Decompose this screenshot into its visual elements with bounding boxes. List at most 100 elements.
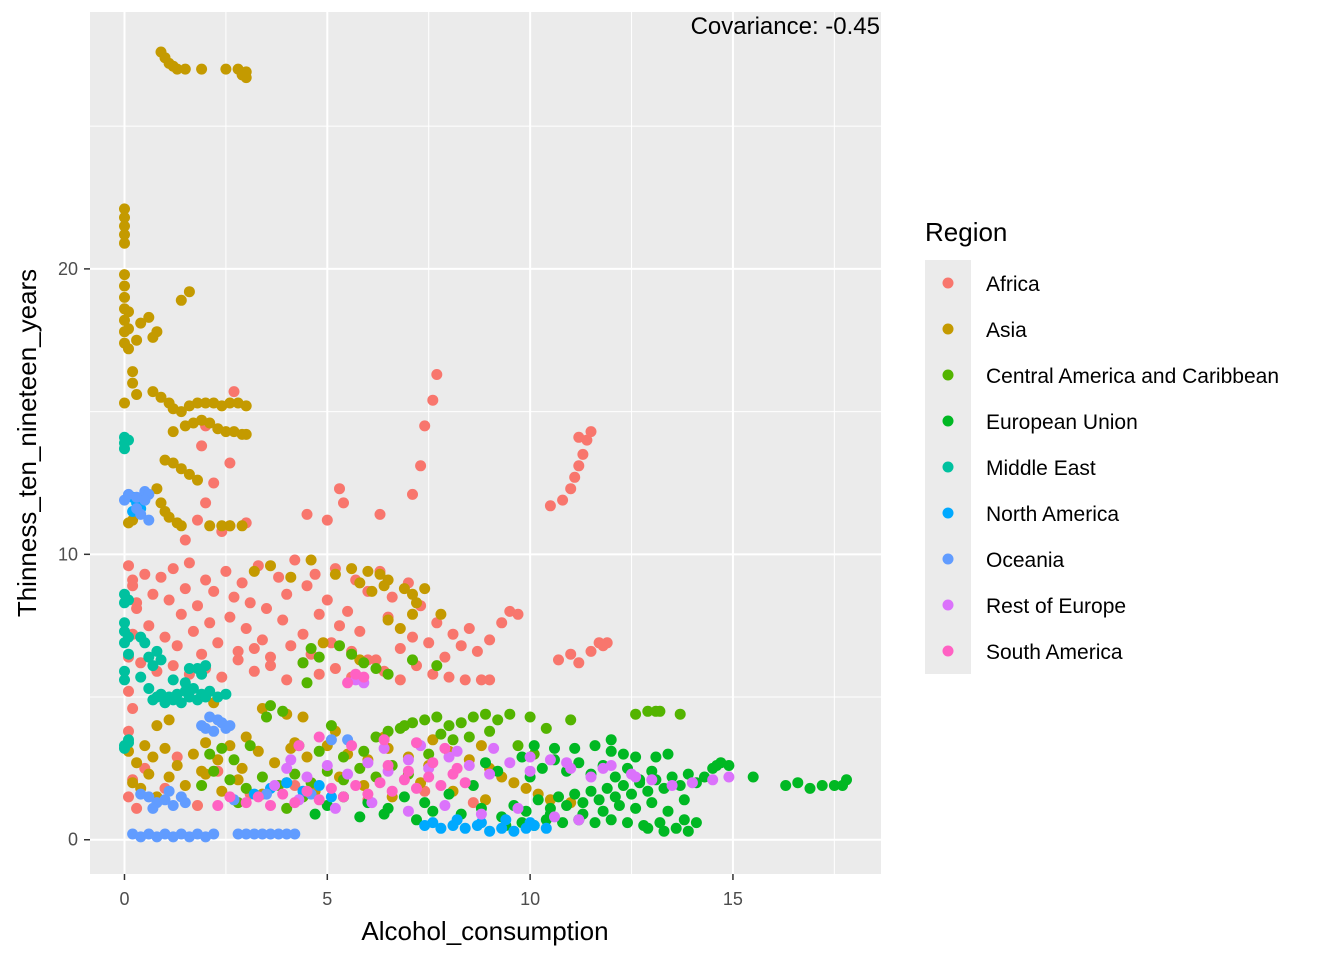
data-point <box>354 577 366 589</box>
data-point <box>248 665 260 677</box>
data-point <box>212 754 224 766</box>
data-point <box>386 785 398 797</box>
data-point <box>183 557 195 569</box>
data-point <box>557 817 569 829</box>
data-point <box>131 802 143 814</box>
data-point <box>561 757 573 769</box>
data-point <box>265 660 276 672</box>
data-point <box>281 588 293 600</box>
data-point <box>690 817 702 829</box>
data-point <box>313 794 325 806</box>
data-point <box>289 828 301 840</box>
data-point <box>313 780 325 791</box>
data-point <box>573 431 585 443</box>
data-point <box>544 500 556 512</box>
data-point <box>451 814 463 826</box>
data-point <box>329 802 341 814</box>
y-axis: 0 10 20 <box>58 259 90 850</box>
data-point <box>394 643 406 654</box>
data-point <box>496 822 508 834</box>
data-point <box>163 785 175 797</box>
data-point <box>658 825 670 837</box>
data-point <box>127 377 139 389</box>
data-point <box>224 611 236 623</box>
data-point <box>435 780 447 791</box>
data-point <box>512 608 524 620</box>
data-point <box>382 760 394 771</box>
legend-key <box>942 277 954 289</box>
data-point <box>455 640 467 652</box>
legend-key <box>942 553 954 565</box>
data-point <box>277 614 289 626</box>
data-point <box>471 645 483 657</box>
data-point <box>131 334 143 346</box>
data-point <box>119 229 130 241</box>
data-point <box>200 737 212 749</box>
data-point <box>467 711 479 723</box>
data-point <box>508 825 520 837</box>
legend-key <box>942 461 954 473</box>
data-point <box>317 637 329 649</box>
data-point <box>325 791 337 803</box>
data-point <box>443 788 455 800</box>
data-point <box>407 608 418 620</box>
data-point <box>220 63 232 75</box>
data-point <box>630 771 642 783</box>
data-point <box>662 805 674 817</box>
data-point <box>346 648 358 660</box>
data-point <box>338 791 349 803</box>
data-point <box>569 471 581 483</box>
data-point <box>585 426 597 438</box>
legend-label: Asia <box>986 319 1027 342</box>
data-point <box>447 628 459 640</box>
data-point <box>674 708 686 720</box>
x-tick-label: 10 <box>520 889 540 909</box>
data-point <box>577 797 589 809</box>
data-point <box>135 657 147 669</box>
data-point <box>597 762 609 774</box>
data-point <box>398 791 410 803</box>
data-point <box>354 762 366 774</box>
data-point <box>175 463 187 475</box>
data-point <box>248 565 260 577</box>
data-point <box>443 751 455 763</box>
data-point <box>147 386 159 398</box>
data-point <box>208 585 220 597</box>
data-point <box>573 657 585 669</box>
data-point <box>837 780 848 791</box>
legend-label: European Union <box>986 411 1138 434</box>
data-point <box>236 762 248 774</box>
legend-key <box>942 599 954 611</box>
data-point <box>325 720 337 732</box>
data-point <box>585 771 597 783</box>
data-point <box>484 768 496 780</box>
data-point <box>455 717 467 729</box>
data-point <box>601 782 613 794</box>
data-point <box>382 574 394 586</box>
data-point <box>354 811 366 823</box>
covariance-annotation: Covariance: -0.45 <box>691 13 880 40</box>
data-point <box>256 771 268 783</box>
data-point <box>334 483 345 495</box>
data-point <box>159 742 171 754</box>
data-point <box>500 814 512 826</box>
data-point <box>175 406 187 418</box>
data-point <box>187 748 199 760</box>
data-point <box>532 794 544 806</box>
data-point <box>630 751 642 763</box>
data-point <box>167 800 179 811</box>
data-point <box>435 608 447 620</box>
data-point <box>682 825 694 837</box>
data-point <box>301 508 313 520</box>
data-point <box>187 625 199 637</box>
data-point <box>402 765 414 777</box>
data-point <box>524 765 536 777</box>
data-point <box>127 703 139 714</box>
data-point <box>196 63 208 75</box>
data-point <box>252 745 264 757</box>
data-point <box>557 494 569 506</box>
data-point <box>313 745 325 757</box>
data-point <box>528 740 540 752</box>
data-point <box>119 269 130 281</box>
data-point <box>224 720 236 732</box>
